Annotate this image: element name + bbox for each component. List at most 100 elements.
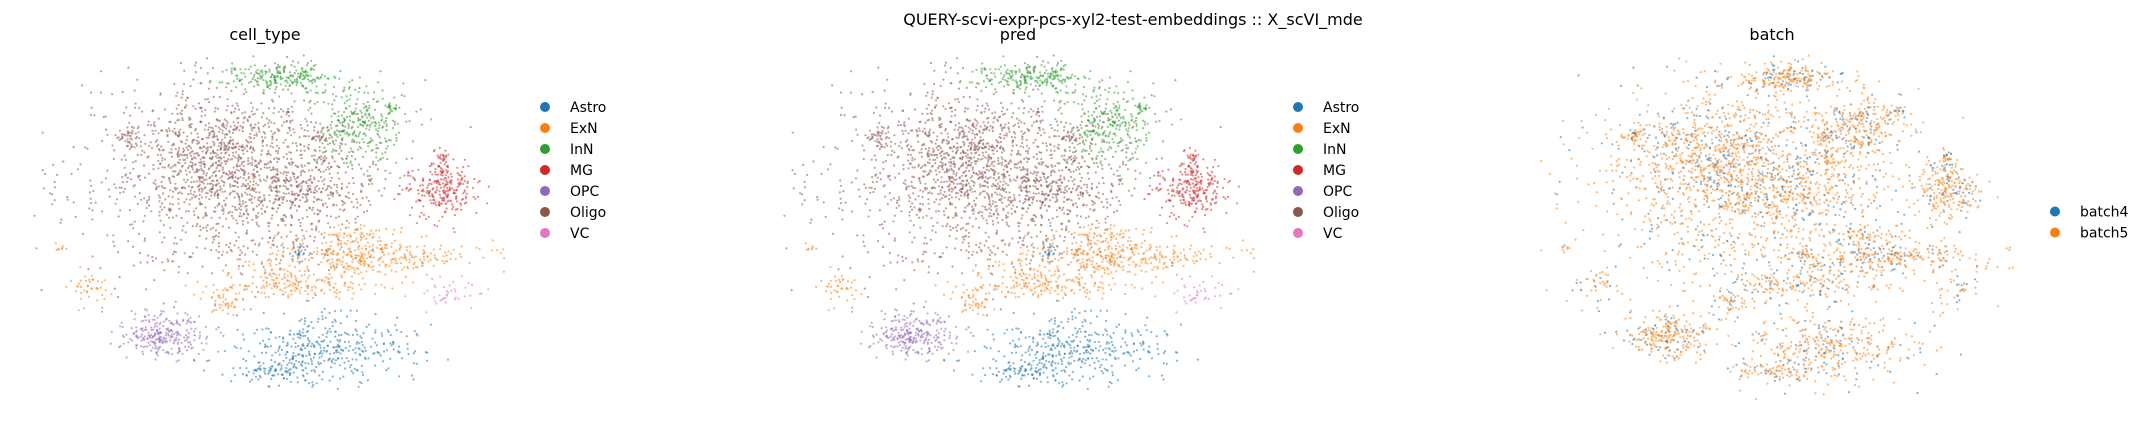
scatter-point-inn: [259, 69, 262, 72]
scatter-point-oligo: [157, 159, 160, 162]
scatter-point-oligo: [299, 199, 302, 202]
scatter-point-exn: [84, 279, 87, 282]
scatter-point-exn: [384, 265, 387, 268]
scatter-point-oligo: [281, 198, 284, 201]
scatter-point-astro: [319, 346, 322, 349]
scatter-point-oligo: [132, 245, 135, 248]
scatter-point-oligo: [948, 193, 951, 197]
scatter-point-oligo: [902, 168, 905, 171]
scatter-point-oligo: [250, 195, 253, 198]
scatter-point-oligo: [220, 187, 223, 190]
scatter-point-inn: [337, 130, 340, 133]
scatter-point-opc: [163, 320, 166, 323]
scatter-point-exn: [75, 290, 78, 293]
scatter-point-oligo: [130, 143, 133, 146]
scatter-point-oligo: [303, 129, 306, 132]
scatter-point-oligo: [79, 163, 82, 166]
scatter-point-inn: [230, 72, 233, 75]
scatter-point-oligo: [197, 102, 200, 105]
scatter-point-inn: [361, 115, 364, 118]
scatter-point-astro: [376, 351, 379, 354]
scatter-point-exn: [325, 260, 329, 263]
scatter-point-oligo: [1076, 194, 1080, 197]
scatter-point-oligo: [40, 289, 43, 292]
scatter-point-astro: [311, 385, 314, 388]
scatter-point-oligo: [114, 202, 117, 205]
scatter-point-inn: [266, 84, 269, 87]
scatter-point-oligo: [252, 180, 255, 183]
scatter-point-oligo: [1098, 151, 1101, 154]
scatter-point-oligo: [882, 161, 885, 164]
scatter-point-oligo: [176, 151, 179, 154]
scatter-point-inn: [349, 160, 352, 163]
scatter-point-exn: [217, 296, 220, 299]
scatter-point-exn: [362, 262, 365, 265]
scatter-point-oligo: [223, 199, 226, 202]
scatter-point-oligo: [282, 192, 285, 195]
scatter-point-oligo: [836, 147, 839, 150]
scatter-point-oligo: [167, 260, 170, 263]
scatter-point-oligo: [245, 229, 249, 232]
scatter-point-oligo: [249, 180, 252, 183]
scatter-point-astro: [385, 349, 388, 352]
scatter-point-oligo: [282, 250, 285, 253]
scatter-point-inn: [314, 78, 317, 81]
scatter-point-oligo: [1017, 161, 1020, 164]
scatter-point-astro: [300, 244, 303, 247]
scatter-point-oligo: [139, 261, 142, 264]
scatter-point-exn: [294, 274, 297, 277]
scatter-point-oligo: [250, 239, 253, 242]
scatter-point-inn: [350, 154, 353, 158]
scatter-point-inn: [296, 72, 300, 75]
scatter-point-oligo: [879, 114, 882, 117]
scatter-point-oligo: [979, 136, 982, 139]
scatter-point-inn: [370, 177, 373, 180]
scatter-point-inn: [368, 107, 371, 110]
scatter-point-oligo: [1104, 221, 1107, 224]
scatter-point-mg: [432, 150, 435, 153]
scatter-point-oligo: [170, 151, 173, 154]
scatter-point-mg: [452, 158, 455, 161]
scatter-point-oligo: [1020, 98, 1024, 101]
scatter-point-astro: [357, 385, 360, 388]
scatter-point-inn: [304, 69, 307, 72]
scatter-point-astro: [300, 249, 303, 252]
scatter-point-oligo: [323, 159, 327, 162]
scatter-point-vc: [423, 292, 426, 295]
scatter-point-exn: [260, 286, 263, 289]
scatter-point-oligo: [1035, 199, 1039, 202]
scatter-point-oligo: [972, 212, 975, 215]
scatter-point-oligo: [121, 181, 125, 184]
scatter-point-oligo: [331, 157, 334, 160]
scatter-point-exn: [360, 231, 363, 234]
scatter-point-mg: [435, 188, 438, 192]
scatter-point-oligo: [1130, 194, 1133, 197]
scatter-point-oligo: [167, 195, 170, 198]
scatter-point-inn: [332, 112, 336, 115]
scatter-point-astro: [398, 351, 401, 354]
scatter-point-oligo: [147, 120, 150, 123]
scatter-point-exn: [439, 244, 443, 247]
scatter-point-oligo: [212, 179, 215, 182]
scatter-point-inn: [393, 123, 396, 126]
scatter-point-oligo: [1022, 244, 1025, 247]
scatter-point-oligo: [1008, 242, 1011, 245]
scatter-point-exn: [490, 249, 493, 252]
scatter-point-exn: [275, 286, 278, 289]
scatter-point-inn: [326, 143, 330, 146]
scatter-point-oligo: [925, 94, 928, 97]
scatter-point-oligo: [1086, 191, 1089, 194]
scatter-point-astro: [368, 323, 371, 326]
scatter-point-inn: [354, 134, 357, 137]
scatter-point-oligo: [863, 287, 866, 290]
scatter-point-oligo: [174, 182, 177, 185]
scatter-point-vc: [440, 298, 443, 301]
scatter-point-oligo: [328, 197, 331, 200]
scatter-point-inn: [293, 65, 296, 68]
scatter-point-exn: [326, 254, 329, 257]
scatter-point-astro: [312, 326, 315, 330]
scatter-point-exn: [390, 258, 393, 262]
scatter-point-oligo: [279, 185, 282, 188]
scatter-point-astro: [360, 340, 363, 343]
scatter-point-oligo: [178, 158, 181, 161]
